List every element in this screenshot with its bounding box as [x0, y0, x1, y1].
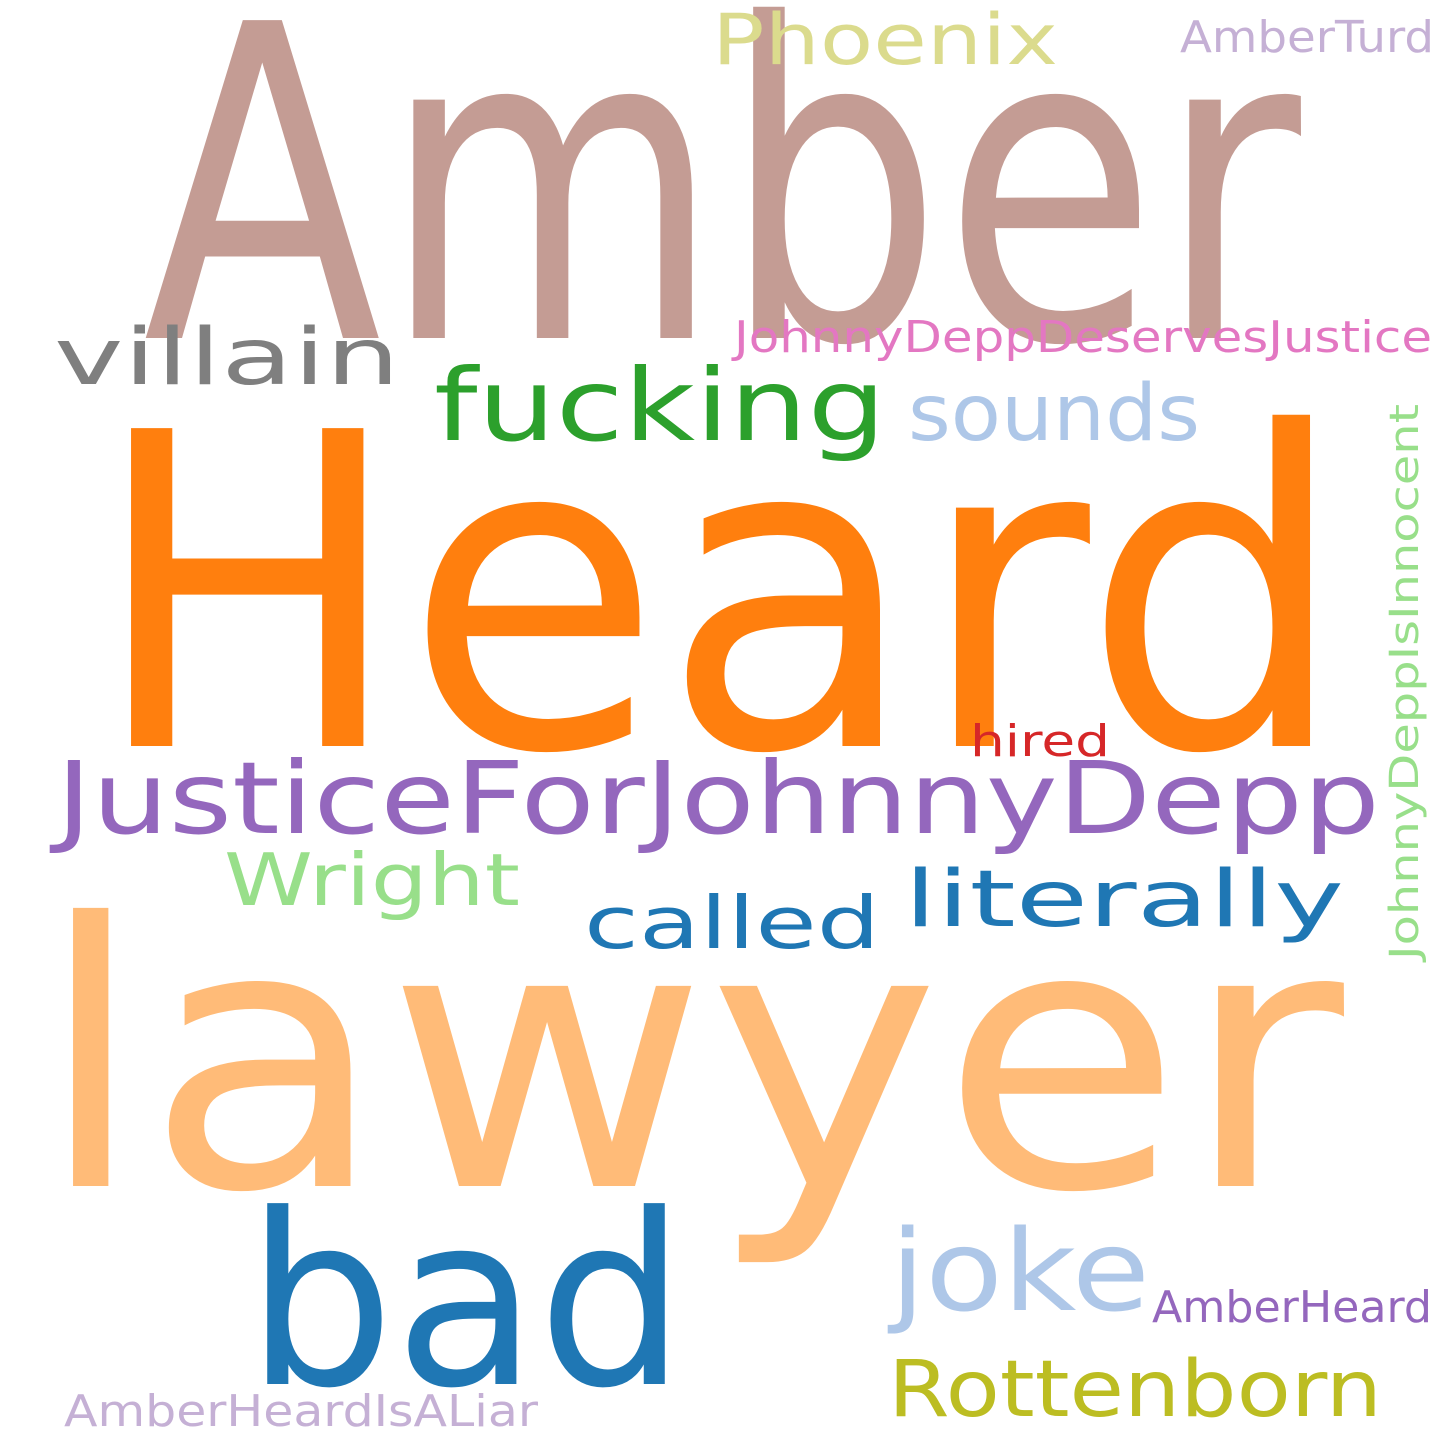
- word-wright: Wright: [224, 838, 520, 922]
- word-justice-for-johnny-depp: JusticeForJohnnyDepp: [49, 740, 1380, 857]
- word-sounds: sounds: [908, 369, 1200, 459]
- word-heard: Heard: [90, 341, 1348, 849]
- word-amber-heard: AmberHeard: [1152, 1282, 1432, 1333]
- word-called: called: [584, 881, 880, 965]
- word-joke: joke: [887, 1207, 1150, 1337]
- word-literally: literally: [904, 855, 1344, 945]
- word-rottenborn: Rottenborn: [888, 1345, 1382, 1435]
- word-amber: Amber: [143, 0, 1305, 441]
- word-amber-turd: AmberTurd: [1180, 12, 1434, 63]
- word-johnny-depp-is-innocent: JohnnyDeppIsInnocent: [1382, 404, 1428, 964]
- word-phoenix: Phoenix: [712, 0, 1058, 81]
- word-hired: hired: [970, 716, 1110, 767]
- word-bad: bad: [246, 1164, 686, 1440]
- word-lawyer: lawyer: [36, 847, 1348, 1273]
- word-fucking: fucking: [434, 347, 886, 464]
- word-amber-heard-is-a-liar: AmberHeardIsALiar: [64, 1386, 539, 1437]
- word-villain: villain: [54, 313, 400, 403]
- word-johnny-depp-deserves-justice: JohnnyDeppDeservesJustice: [731, 312, 1432, 363]
